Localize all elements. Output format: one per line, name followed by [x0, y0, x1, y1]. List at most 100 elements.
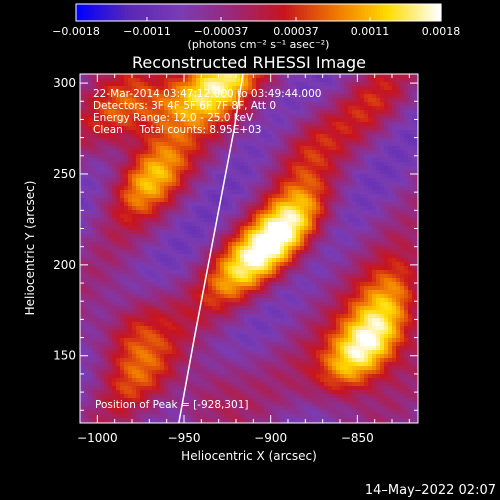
heatmap-pixel: [356, 230, 361, 235]
heatmap-pixel: [296, 218, 301, 223]
heatmap-pixel: [180, 146, 185, 151]
heatmap-pixel: [140, 294, 145, 299]
heatmap-pixel: [148, 294, 153, 299]
heatmap-pixel: [392, 146, 397, 151]
heatmap-pixel: [272, 294, 277, 299]
heatmap-pixel: [324, 218, 329, 223]
heatmap-pixel: [288, 242, 293, 247]
heatmap-pixel: [388, 206, 393, 211]
heatmap-pixel: [204, 154, 209, 159]
heatmap-pixel: [160, 122, 165, 127]
heatmap-pixel: [204, 102, 209, 107]
heatmap-pixel: [280, 238, 285, 243]
heatmap-pixel: [136, 282, 141, 287]
heatmap-pixel: [212, 222, 217, 227]
heatmap-pixel: [180, 158, 185, 163]
heatmap-pixel: [112, 146, 117, 151]
heatmap-pixel: [268, 254, 273, 259]
heatmap-pixel: [100, 102, 105, 107]
heatmap-pixel: [100, 274, 105, 279]
heatmap-pixel: [272, 118, 277, 123]
heatmap-pixel: [380, 262, 385, 267]
heatmap-pixel: [144, 150, 149, 155]
heatmap-pixel: [260, 270, 265, 275]
heatmap-pixel: [100, 294, 105, 299]
heatmap-pixel: [120, 94, 125, 99]
heatmap-pixel: [384, 118, 389, 123]
heatmap-pixel: [360, 82, 365, 87]
colorbar-cell: [355, 4, 360, 21]
heatmap-pixel: [116, 242, 121, 247]
heatmap-pixel: [380, 198, 385, 203]
heatmap-pixel: [276, 254, 281, 259]
heatmap-pixel: [296, 238, 301, 243]
heatmap-pixel: [104, 258, 109, 263]
heatmap-pixel: [296, 194, 301, 199]
heatmap-pixel: [188, 94, 193, 99]
heatmap-pixel: [276, 114, 281, 119]
heatmap-pixel: [388, 210, 393, 215]
heatmap-pixel: [332, 218, 337, 223]
heatmap-pixel: [328, 162, 333, 167]
heatmap-pixel: [112, 262, 117, 267]
heatmap-pixel: [176, 110, 181, 115]
heatmap-pixel: [300, 178, 305, 183]
heatmap-pixel: [196, 206, 201, 211]
heatmap-pixel: [128, 170, 133, 175]
heatmap-pixel: [224, 238, 229, 243]
heatmap-pixel: [152, 202, 157, 207]
heatmap-pixel: [292, 202, 297, 207]
heatmap-pixel: [92, 254, 97, 259]
heatmap-pixel: [348, 190, 353, 195]
heatmap-pixel: [324, 298, 329, 303]
heatmap-pixel: [108, 110, 113, 115]
heatmap-pixel: [92, 122, 97, 127]
heatmap-pixel: [244, 166, 249, 171]
heatmap-pixel: [220, 242, 225, 247]
heatmap-pixel: [392, 262, 397, 267]
heatmap-pixel: [164, 278, 169, 283]
heatmap-pixel: [112, 158, 117, 163]
heatmap-pixel: [348, 142, 353, 147]
heatmap-pixel: [120, 218, 125, 223]
heatmap-pixel: [124, 114, 129, 119]
heatmap-pixel: [348, 294, 353, 299]
heatmap-pixel: [392, 218, 397, 223]
heatmap-pixel: [260, 222, 265, 227]
heatmap-pixel: [140, 118, 145, 123]
heatmap-pixel: [384, 202, 389, 207]
heatmap-pixel: [272, 234, 277, 239]
heatmap-pixel: [108, 194, 113, 199]
heatmap-pixel: [192, 166, 197, 171]
heatmap-pixel: [216, 278, 221, 283]
heatmap-pixel: [184, 142, 189, 147]
heatmap-pixel: [132, 118, 137, 123]
heatmap-pixel: [348, 102, 353, 107]
heatmap-pixel: [380, 274, 385, 279]
heatmap-pixel: [388, 222, 393, 227]
heatmap-pixel: [340, 182, 345, 187]
heatmap-pixel: [244, 174, 249, 179]
heatmap-pixel: [220, 254, 225, 259]
heatmap-pixel: [120, 290, 125, 295]
heatmap-pixel: [292, 174, 297, 179]
heatmap-pixel: [192, 210, 197, 215]
heatmap-pixel: [176, 214, 181, 219]
heatmap-pixel: [348, 246, 353, 251]
heatmap-pixel: [216, 190, 221, 195]
heatmap-pixel: [220, 158, 225, 163]
heatmap-pixel: [256, 106, 261, 111]
heatmap-pixel: [276, 134, 281, 139]
heatmap-pixel: [80, 222, 85, 227]
heatmap-pixel: [184, 182, 189, 187]
heatmap-pixel: [224, 274, 229, 279]
heatmap-pixel: [308, 74, 313, 79]
heatmap-pixel: [92, 170, 97, 175]
heatmap-pixel: [240, 162, 245, 167]
heatmap-pixel: [256, 270, 261, 275]
heatmap-pixel: [412, 110, 417, 115]
heatmap-pixel: [276, 86, 281, 91]
heatmap-pixel: [188, 110, 193, 115]
heatmap-pixel: [228, 218, 233, 223]
heatmap-pixel: [320, 250, 325, 255]
